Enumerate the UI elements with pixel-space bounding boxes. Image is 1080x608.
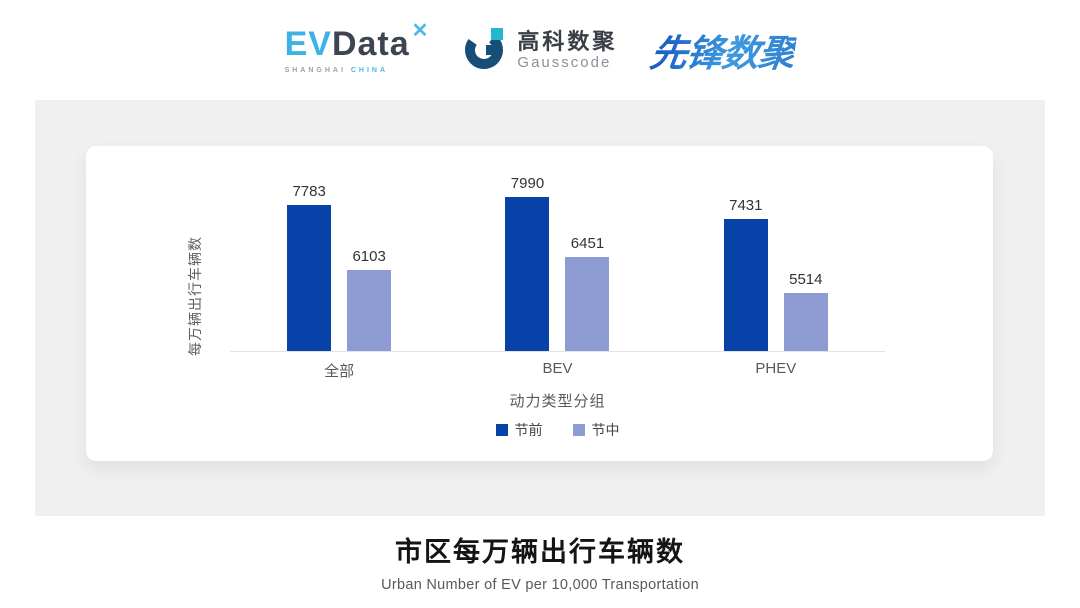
bar-节中: 6103 — [347, 248, 392, 351]
legend-item-节中: 节中 — [572, 420, 620, 440]
bar-group: 7431 5514 — [667, 182, 885, 351]
bar-节前: 7783 — [287, 183, 332, 351]
bar-group: 7990 6451 — [448, 175, 666, 351]
legend-swatch-icon — [572, 424, 585, 436]
legend-label: 节前 — [514, 422, 543, 438]
bar-value-label: 7990 — [510, 175, 545, 193]
bar-节中: 6451 — [565, 235, 610, 351]
gausscode-g-icon — [462, 25, 508, 76]
x-axis-tick-labels: 全部 BEV PHEV — [230, 360, 885, 381]
bar-value-label: 5514 — [789, 270, 823, 288]
bar-节前: 7431 — [723, 197, 768, 351]
bar-value-label: 7783 — [292, 183, 326, 201]
footer: 市区每万辆出行车辆数 Urban Number of EV per 10,000… — [0, 530, 1080, 593]
legend-label: 节中 — [591, 422, 620, 438]
legend-item-节前: 节前 — [495, 420, 543, 440]
x-tick-label: 全部 — [324, 363, 355, 380]
bar-节中: 5514 — [783, 271, 828, 351]
gausscode-en-text: Gausscode — [517, 54, 612, 72]
legend-swatch-icon — [495, 424, 508, 436]
gausscode-cn-text: 高科数聚 — [517, 28, 618, 54]
evdata-x-icon: ✕ — [411, 19, 429, 42]
bar-value-label: 6451 — [570, 234, 605, 252]
evdata-caption-china: CHINA — [350, 66, 389, 74]
bar-节前: 7990 — [505, 175, 550, 351]
gausscode-logo: 高科数聚 Gausscode — [462, 25, 617, 76]
x-axis-title: 动力类型分组 — [509, 393, 606, 410]
x-tick-label: BEV — [542, 360, 573, 377]
bar-value-label: 6103 — [352, 247, 386, 265]
x-tick-label: PHEV — [755, 360, 797, 377]
pioneer-logo: 先锋数聚 — [648, 23, 800, 77]
legend: 节前 节中 — [230, 420, 885, 440]
bar-group: 7783 6103 — [230, 182, 448, 351]
evdata-logo: EV Data ✕ SHANGHAI CHINA — [284, 21, 429, 74]
header-logo-row: EV Data ✕ SHANGHAI CHINA 高科数聚 Gausscode — [0, 14, 1080, 86]
plot-area: 7783 6103 7990 6451 7431 5514 — [230, 175, 885, 352]
evdata-wordmark: EV Data ✕ — [284, 21, 429, 63]
chart-subtitle: Urban Number of EV per 10,000 Transporta… — [381, 577, 699, 593]
gausscode-text: 高科数聚 Gausscode — [517, 29, 617, 72]
evdata-data-text: Data — [331, 24, 410, 63]
evdata-caption-shanghai: SHANGHAI — [284, 66, 346, 74]
chart-card: 每万辆出行车辆数 7783 6103 7990 6451 7431 5514 全部 BEV P… — [86, 146, 993, 461]
evdata-ev-text: EV — [284, 24, 332, 63]
chart-panel: 每万辆出行车辆数 7783 6103 7990 6451 7431 5514 全部 BEV P… — [35, 100, 1045, 516]
evdata-caption: SHANGHAI CHINA — [285, 67, 429, 74]
chart-title: 市区每万辆出行车辆数 — [395, 537, 685, 567]
bar-value-label: 7431 — [729, 196, 763, 214]
